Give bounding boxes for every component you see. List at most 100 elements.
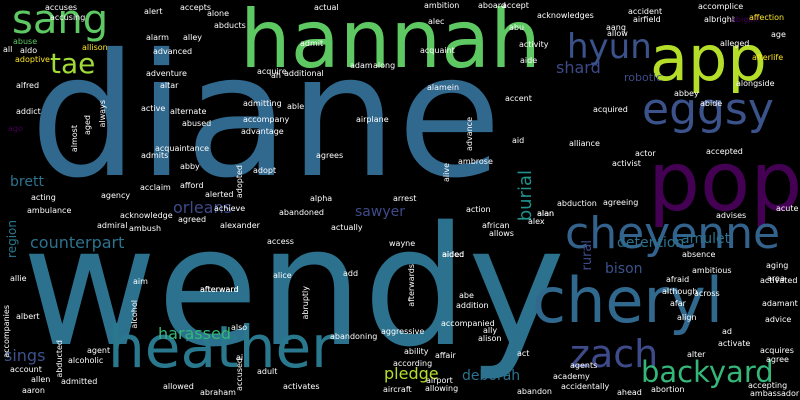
word-alcohol: alcohol bbox=[130, 300, 139, 329]
word-activates: activates bbox=[283, 382, 320, 391]
word-tae: tae bbox=[50, 47, 96, 80]
word-also: also bbox=[231, 323, 248, 332]
word-brett: brett bbox=[10, 174, 44, 190]
word-activated: activated bbox=[760, 276, 798, 285]
word-active: active bbox=[141, 104, 166, 113]
word-addition: addition bbox=[456, 301, 489, 310]
word-burial: burial bbox=[515, 170, 536, 222]
word-abused: abused bbox=[182, 119, 212, 128]
word-accent: accent bbox=[505, 94, 532, 103]
word-acclaim: acclaim bbox=[140, 183, 171, 192]
word-afterlife: afterlife bbox=[752, 53, 784, 62]
word-ai: ai bbox=[236, 353, 244, 362]
word-counterpart: counterpart bbox=[30, 233, 125, 252]
word-abide: abide bbox=[700, 99, 723, 108]
word-eggsy: eggsy bbox=[642, 84, 774, 135]
word-aged: aged bbox=[83, 115, 92, 135]
word-according: according bbox=[393, 359, 433, 368]
word-ally: ally bbox=[483, 326, 498, 335]
word-altar: altar bbox=[160, 81, 179, 90]
word-albright: albright bbox=[704, 15, 735, 24]
word-admits: admits bbox=[141, 151, 169, 160]
word-allie: allie bbox=[10, 274, 27, 283]
word-aang: aang bbox=[606, 23, 626, 32]
word-allen: allen bbox=[31, 375, 51, 384]
word-ambush: ambush bbox=[129, 224, 162, 233]
word-agreeing: agreeing bbox=[603, 198, 639, 207]
word-admitting: admitting bbox=[243, 99, 282, 108]
word-sang: sang bbox=[12, 0, 109, 43]
word-acquires: acquires bbox=[760, 346, 794, 355]
word-aggressive: aggressive bbox=[381, 327, 425, 336]
word-accidentally: accidentally bbox=[561, 382, 610, 391]
word-allowed: allowed bbox=[163, 382, 194, 391]
word-albert: albert bbox=[16, 312, 40, 321]
word-abandoning: abandoning bbox=[330, 332, 378, 341]
word-wayne: wayne bbox=[389, 239, 416, 248]
word-acquired: acquired bbox=[593, 105, 628, 114]
word-ah: ah bbox=[271, 71, 281, 80]
word-abe: abe bbox=[459, 291, 474, 300]
word-activity: activity bbox=[519, 40, 549, 49]
word-accepts: accepts bbox=[180, 3, 212, 12]
word-account: account bbox=[10, 365, 42, 374]
word-rural: rural bbox=[580, 240, 595, 271]
word-advice: advice bbox=[765, 315, 792, 324]
word-airport: airport bbox=[426, 376, 453, 385]
word-alex: alex bbox=[528, 217, 545, 226]
word-acquaintance: acquaintance bbox=[155, 144, 210, 153]
word-actually: actually bbox=[331, 223, 363, 232]
word-region: region bbox=[5, 220, 19, 258]
word-actual: actual bbox=[314, 3, 339, 12]
word-abby: abby bbox=[180, 162, 200, 171]
word-aided: aided bbox=[442, 250, 465, 259]
word-adamant: adamant bbox=[762, 299, 798, 308]
word-advance: advance bbox=[465, 117, 474, 152]
word-allison: allison bbox=[82, 43, 108, 52]
word-accept: accept bbox=[502, 1, 529, 10]
word-achieve: achieve bbox=[214, 204, 246, 213]
word-shard: shard bbox=[556, 58, 601, 77]
word-orleans: orleans bbox=[173, 198, 232, 217]
word-action: action bbox=[466, 205, 491, 214]
word-abduction: abduction bbox=[557, 199, 597, 208]
word-ad: ad bbox=[722, 327, 732, 336]
word-detention: detention bbox=[617, 235, 685, 251]
word-accuses: accuses bbox=[45, 3, 78, 12]
word-admiral: admiral bbox=[97, 221, 128, 230]
word-agents: agents bbox=[570, 361, 598, 370]
word-agreed: agreed bbox=[178, 215, 207, 224]
word-sings: sings bbox=[4, 346, 46, 365]
word-abortion: abortion bbox=[651, 385, 685, 394]
word-affection: affection bbox=[749, 13, 785, 22]
word-alarm: alarm bbox=[146, 33, 169, 42]
word-diane: diane bbox=[30, 18, 502, 216]
word-app: app bbox=[650, 22, 767, 95]
word-alpha: alpha bbox=[310, 194, 333, 203]
word-although: although bbox=[662, 287, 698, 296]
word-alerted: alerted bbox=[205, 190, 234, 199]
word-afar: afar bbox=[670, 299, 686, 308]
word-abraham: abraham bbox=[200, 388, 236, 397]
word-afterward: afterward bbox=[200, 285, 239, 294]
word-advanced: advanced bbox=[153, 47, 193, 56]
word-accomplice: accomplice bbox=[698, 2, 744, 11]
word-abigail: abigail bbox=[731, 15, 758, 24]
word-accompany: accompany bbox=[243, 115, 290, 124]
word-aim: aim bbox=[133, 277, 148, 286]
word-pop: pop bbox=[648, 135, 800, 230]
word-acting: acting bbox=[31, 193, 56, 202]
word-age: age bbox=[771, 30, 786, 39]
word-agency: agency bbox=[101, 191, 131, 200]
word-alley: alley bbox=[183, 33, 203, 42]
word-always: always bbox=[98, 100, 107, 128]
word-ambulance: ambulance bbox=[27, 206, 72, 215]
word-amulet: amulet bbox=[681, 231, 731, 247]
word-pledge: pledge bbox=[384, 364, 439, 383]
word-ambrose: ambrose bbox=[458, 157, 493, 166]
word-acknowledge: acknowledge bbox=[120, 211, 173, 220]
word-accepted: accepted bbox=[706, 147, 743, 156]
word-agree: agree bbox=[766, 355, 789, 364]
word-almost: almost bbox=[70, 125, 79, 153]
